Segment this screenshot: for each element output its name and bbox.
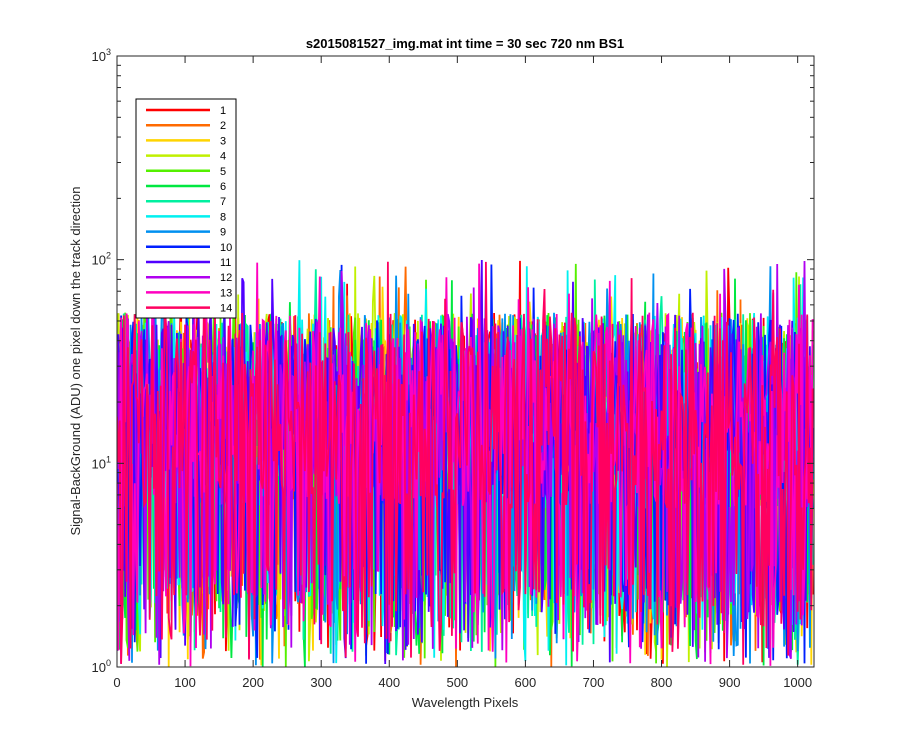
x-tick-label: 0 xyxy=(113,675,120,690)
legend-label-3: 3 xyxy=(220,135,226,147)
x-tick-label: 900 xyxy=(719,675,741,690)
series-line-14 xyxy=(117,261,814,665)
plot-frame xyxy=(116,55,815,668)
x-axis: 0 100 200 300 400 500 600 700 800 900 1000 xyxy=(113,56,812,690)
legend-label-13: 13 xyxy=(220,287,232,299)
legend-label-1: 1 xyxy=(220,105,226,117)
legend-label-8: 8 xyxy=(220,211,226,223)
x-tick-label: 300 xyxy=(310,675,332,690)
x-tick-label: 400 xyxy=(378,675,400,690)
series-layer xyxy=(117,259,814,667)
y-axis-label: Signal-BackGround (ADU) one pixel down t… xyxy=(68,186,83,535)
chart-title: s2015081527_img.mat int time = 30 sec 72… xyxy=(306,36,624,51)
x-axis-label: Wavelength Pixels xyxy=(412,695,519,710)
x-tick-label: 600 xyxy=(515,675,537,690)
legend-label-7: 7 xyxy=(220,196,226,208)
x-tick-label: 1000 xyxy=(783,675,812,690)
legend-label-2: 2 xyxy=(220,120,226,132)
x-tick-label: 500 xyxy=(446,675,468,690)
legend-label-11: 11 xyxy=(220,257,231,269)
legend-label-4: 4 xyxy=(220,151,226,163)
legend-label-12: 12 xyxy=(220,272,232,284)
legend-box xyxy=(135,98,237,319)
legend-label-6: 6 xyxy=(220,181,226,193)
x-tick-label: 700 xyxy=(583,675,605,690)
legend-label-14: 14 xyxy=(220,303,232,315)
legend-label-10: 10 xyxy=(220,242,232,254)
legend-label-9: 9 xyxy=(220,227,226,239)
x-tick-label: 800 xyxy=(651,675,673,690)
legend-label-5: 5 xyxy=(220,166,226,178)
x-tick-label: 100 xyxy=(174,675,196,690)
x-tick-label: 200 xyxy=(242,675,264,690)
